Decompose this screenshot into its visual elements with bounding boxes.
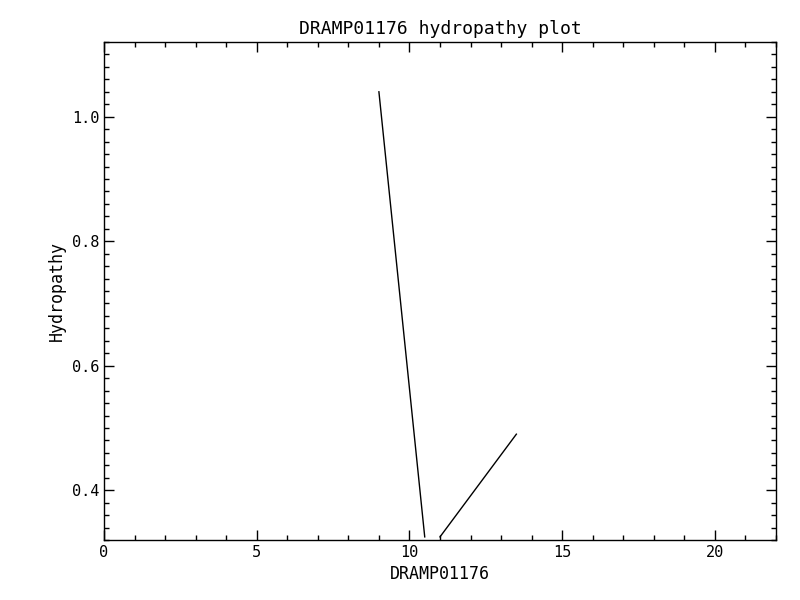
X-axis label: DRAMP01176: DRAMP01176 <box>390 565 490 583</box>
Y-axis label: Hydropathy: Hydropathy <box>48 241 66 341</box>
Title: DRAMP01176 hydropathy plot: DRAMP01176 hydropathy plot <box>298 20 582 38</box>
